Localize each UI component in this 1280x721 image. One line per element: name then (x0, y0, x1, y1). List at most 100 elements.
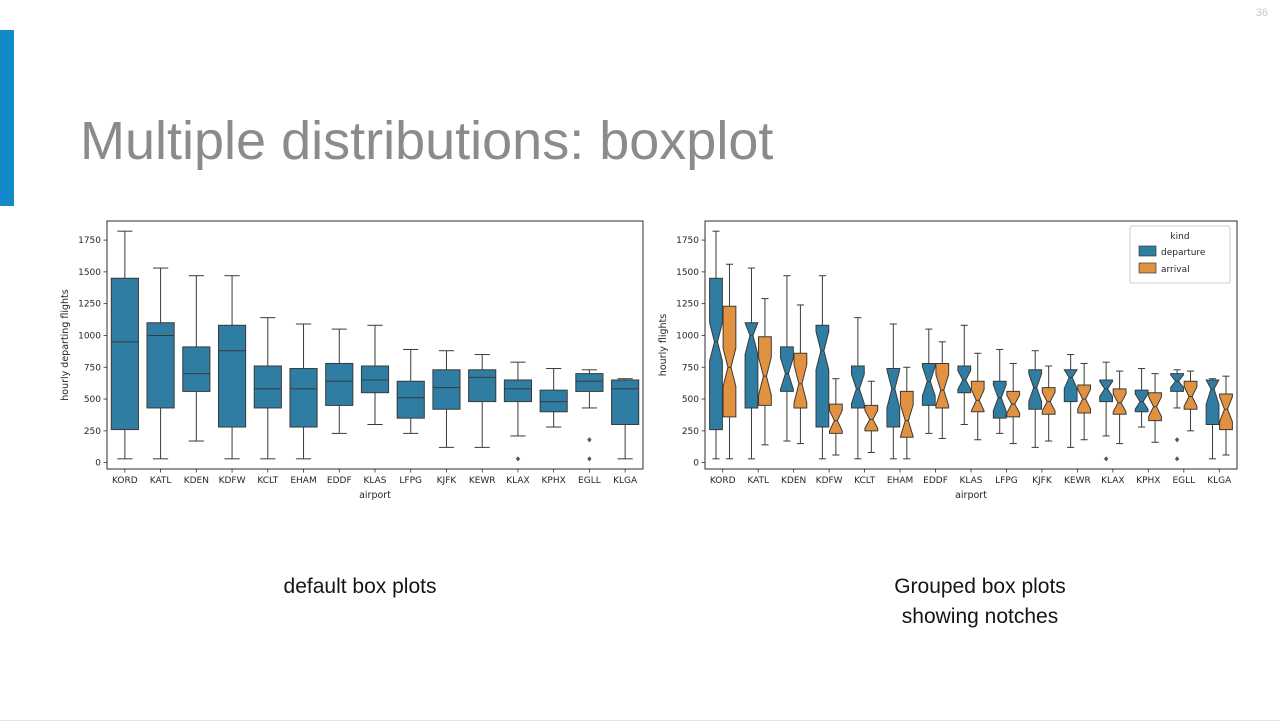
notched-box-body (793, 352, 808, 409)
box-EHAM-departure (289, 323, 318, 460)
x-tick-label: EDDF (923, 476, 948, 486)
outlier-marker (587, 437, 592, 443)
y-axis-label: hourly departing flights (60, 289, 71, 401)
notched-box-body (1183, 380, 1198, 410)
plot-border (106, 220, 644, 470)
box-KJFK-departure (432, 350, 461, 448)
caption-right-line1: Grouped box plots (894, 575, 1066, 598)
x-tick-label: KLAS (364, 476, 387, 486)
box-KATL-arrival (758, 298, 772, 446)
box-EHAM-arrival (899, 366, 914, 460)
x-tick-label: EHAM (887, 476, 913, 486)
box-KATL-departure (146, 267, 175, 460)
y-axis-label: hourly flights (658, 314, 669, 376)
caption-left: default box plots (160, 572, 560, 602)
x-tick-label: EDDF (327, 476, 352, 486)
box-EDDF-departure (325, 328, 354, 434)
slide-title: Multiple distributions: boxplot (80, 111, 774, 172)
grouped-notched-boxplot-figure: 0 250 500 750 1000 1250 1500 1750 KORD KATL KDEN KD… (655, 213, 1243, 510)
x-tick-label: KATL (747, 476, 769, 486)
box-KDEN-arrival (793, 304, 808, 445)
x-tick-label: KEWR (1064, 476, 1091, 486)
legend-label-departure: departure (1161, 248, 1206, 258)
x-tick-label: EGLL (578, 476, 601, 486)
legend-swatch-arrival (1138, 262, 1157, 274)
notched-box-body (1041, 387, 1056, 415)
box-KDFW-arrival (828, 378, 843, 456)
x-tick-label: KPHX (1136, 476, 1160, 486)
notched-box-body (886, 368, 901, 428)
x-axis-label: airport (955, 490, 987, 501)
x-tick-label: KORD (112, 476, 138, 486)
notched-box-body (780, 346, 794, 392)
x-tick-label: KEWR (469, 476, 496, 486)
box-KPHX-departure (539, 368, 568, 428)
notched-box-body (1205, 379, 1220, 425)
x-tick-label: KDEN (184, 476, 209, 486)
notched-box-body (864, 404, 879, 432)
box-KLGA-arrival (1219, 375, 1233, 456)
y-tick-label: 250 (84, 427, 101, 437)
box-KPHX-departure (1134, 368, 1149, 428)
box-KPHX-arrival (1148, 373, 1162, 443)
outlier-marker (587, 456, 592, 462)
box-KLAX-departure (1099, 361, 1114, 462)
notched-box-body (992, 380, 1007, 419)
outlier-marker (1174, 437, 1180, 443)
box-body (289, 368, 318, 428)
box-KDEN-departure (780, 275, 794, 442)
caption-right-line2: showing notches (901, 605, 1059, 628)
y-tick-label: 750 (84, 363, 101, 373)
legend: kind departure arrival (1129, 225, 1231, 284)
box-KJFK-departure (1028, 350, 1043, 448)
y-tick-label: 1250 (78, 300, 101, 310)
box-LFPG-departure (992, 348, 1007, 434)
y-tick-label: 0 (95, 459, 101, 469)
box-KEWR-departure (468, 354, 497, 448)
notched-box-body (1063, 369, 1078, 403)
box-body (182, 346, 211, 392)
box-LFPG-departure (396, 348, 425, 434)
box-KJFK-arrival (1041, 365, 1056, 442)
box-KLGA-departure (611, 378, 640, 460)
box-EGLL-departure (575, 369, 604, 462)
page-number: 36 (1255, 7, 1268, 19)
box-KDFW-departure (815, 275, 830, 460)
box-KATL-departure (744, 267, 759, 460)
x-tick-label: EGLL (1172, 476, 1195, 486)
box-body (146, 322, 175, 409)
x-tick-label: KCLT (257, 476, 278, 486)
x-tick-label: KLAX (1101, 476, 1124, 486)
y-tick-label: 0 (693, 459, 699, 469)
y-tick-label: 1000 (78, 331, 101, 341)
box-KDFW-departure (217, 275, 247, 460)
box-LFPG-arrival (1006, 362, 1021, 445)
x-tick-label: KJFK (1032, 476, 1053, 486)
x-tick-label: KDFW (816, 476, 843, 486)
notched-box-body (921, 362, 936, 406)
box-KDEN-departure (182, 275, 211, 442)
x-tick-label: KCLT (854, 476, 875, 486)
notched-box-body (1112, 388, 1127, 415)
y-tick-label: 500 (84, 395, 101, 405)
box-EGLL-arrival (1183, 370, 1198, 432)
box-EHAM-departure (886, 323, 901, 460)
box-body (253, 365, 282, 409)
x-tick-label: KLAX (506, 476, 529, 486)
x-tick-label: KPHX (542, 476, 566, 486)
box-body (396, 380, 425, 419)
outlier-marker (1103, 456, 1109, 462)
box-KEWR-departure (1063, 354, 1078, 448)
box-body (217, 324, 247, 428)
default-boxplot-figure: 0 250 500 750 1000 1250 1500 1750 KORD KATL KDEN KD… (57, 213, 649, 510)
legend-label-arrival: arrival (1161, 265, 1190, 275)
x-tick-label: EHAM (290, 476, 316, 486)
notched-box-body (850, 365, 865, 409)
caption-right: Grouped box plots showing notches (780, 572, 1180, 632)
box-KORD-departure (709, 230, 723, 460)
box-KLAS-arrival (970, 352, 985, 441)
notched-box-body (935, 362, 950, 409)
notched-box-body (1170, 373, 1184, 392)
default-boxplot-chart: 0 250 500 750 1000 1250 1500 1750 KORD KATL KDEN KD… (60, 220, 644, 501)
notched-box-body (758, 336, 772, 406)
